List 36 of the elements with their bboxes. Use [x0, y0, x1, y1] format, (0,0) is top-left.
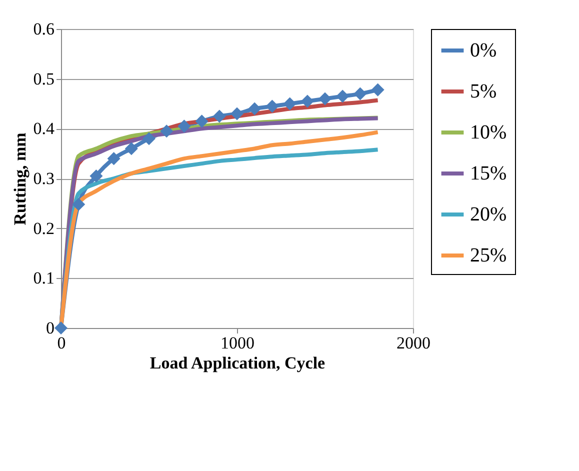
legend-label: 25%: [470, 244, 507, 266]
x-tick-label: 1000: [220, 334, 254, 352]
legend-label: 5%: [470, 80, 497, 102]
point: [230, 107, 244, 120]
y-tick-label: 0.6: [33, 20, 54, 38]
y-tick-label: 0.1: [33, 268, 54, 288]
point: [90, 169, 103, 183]
point: [266, 100, 279, 113]
y-tick-label: 0.4: [33, 119, 55, 138]
point: [54, 321, 68, 335]
point: [248, 102, 262, 116]
y-tick-label: 0.5: [33, 69, 54, 88]
point: [72, 198, 86, 211]
point: [371, 83, 384, 96]
y-tick-label: 0.3: [33, 169, 54, 188]
y-axis-title: Rutting, mm: [10, 132, 30, 226]
point: [336, 90, 350, 103]
point: [178, 120, 191, 133]
y-tick-label: 0: [46, 318, 54, 338]
point: [354, 87, 367, 100]
point: [283, 97, 296, 110]
point: [160, 124, 174, 138]
point: [142, 132, 156, 146]
x-tick-label: 2000: [396, 334, 430, 352]
point: [195, 114, 208, 128]
y-tick-label: 0.2: [33, 218, 54, 238]
legend-label: 20%: [470, 204, 507, 226]
x-axis-title: Load Application, Cycle: [150, 354, 326, 372]
point: [318, 92, 332, 106]
legend-label: 0%: [470, 40, 497, 62]
point: [107, 152, 120, 166]
point: [212, 110, 226, 123]
point: [300, 94, 314, 108]
point: [124, 142, 138, 156]
legend-label: 10%: [470, 122, 507, 144]
legend-label: 15%: [470, 162, 507, 184]
